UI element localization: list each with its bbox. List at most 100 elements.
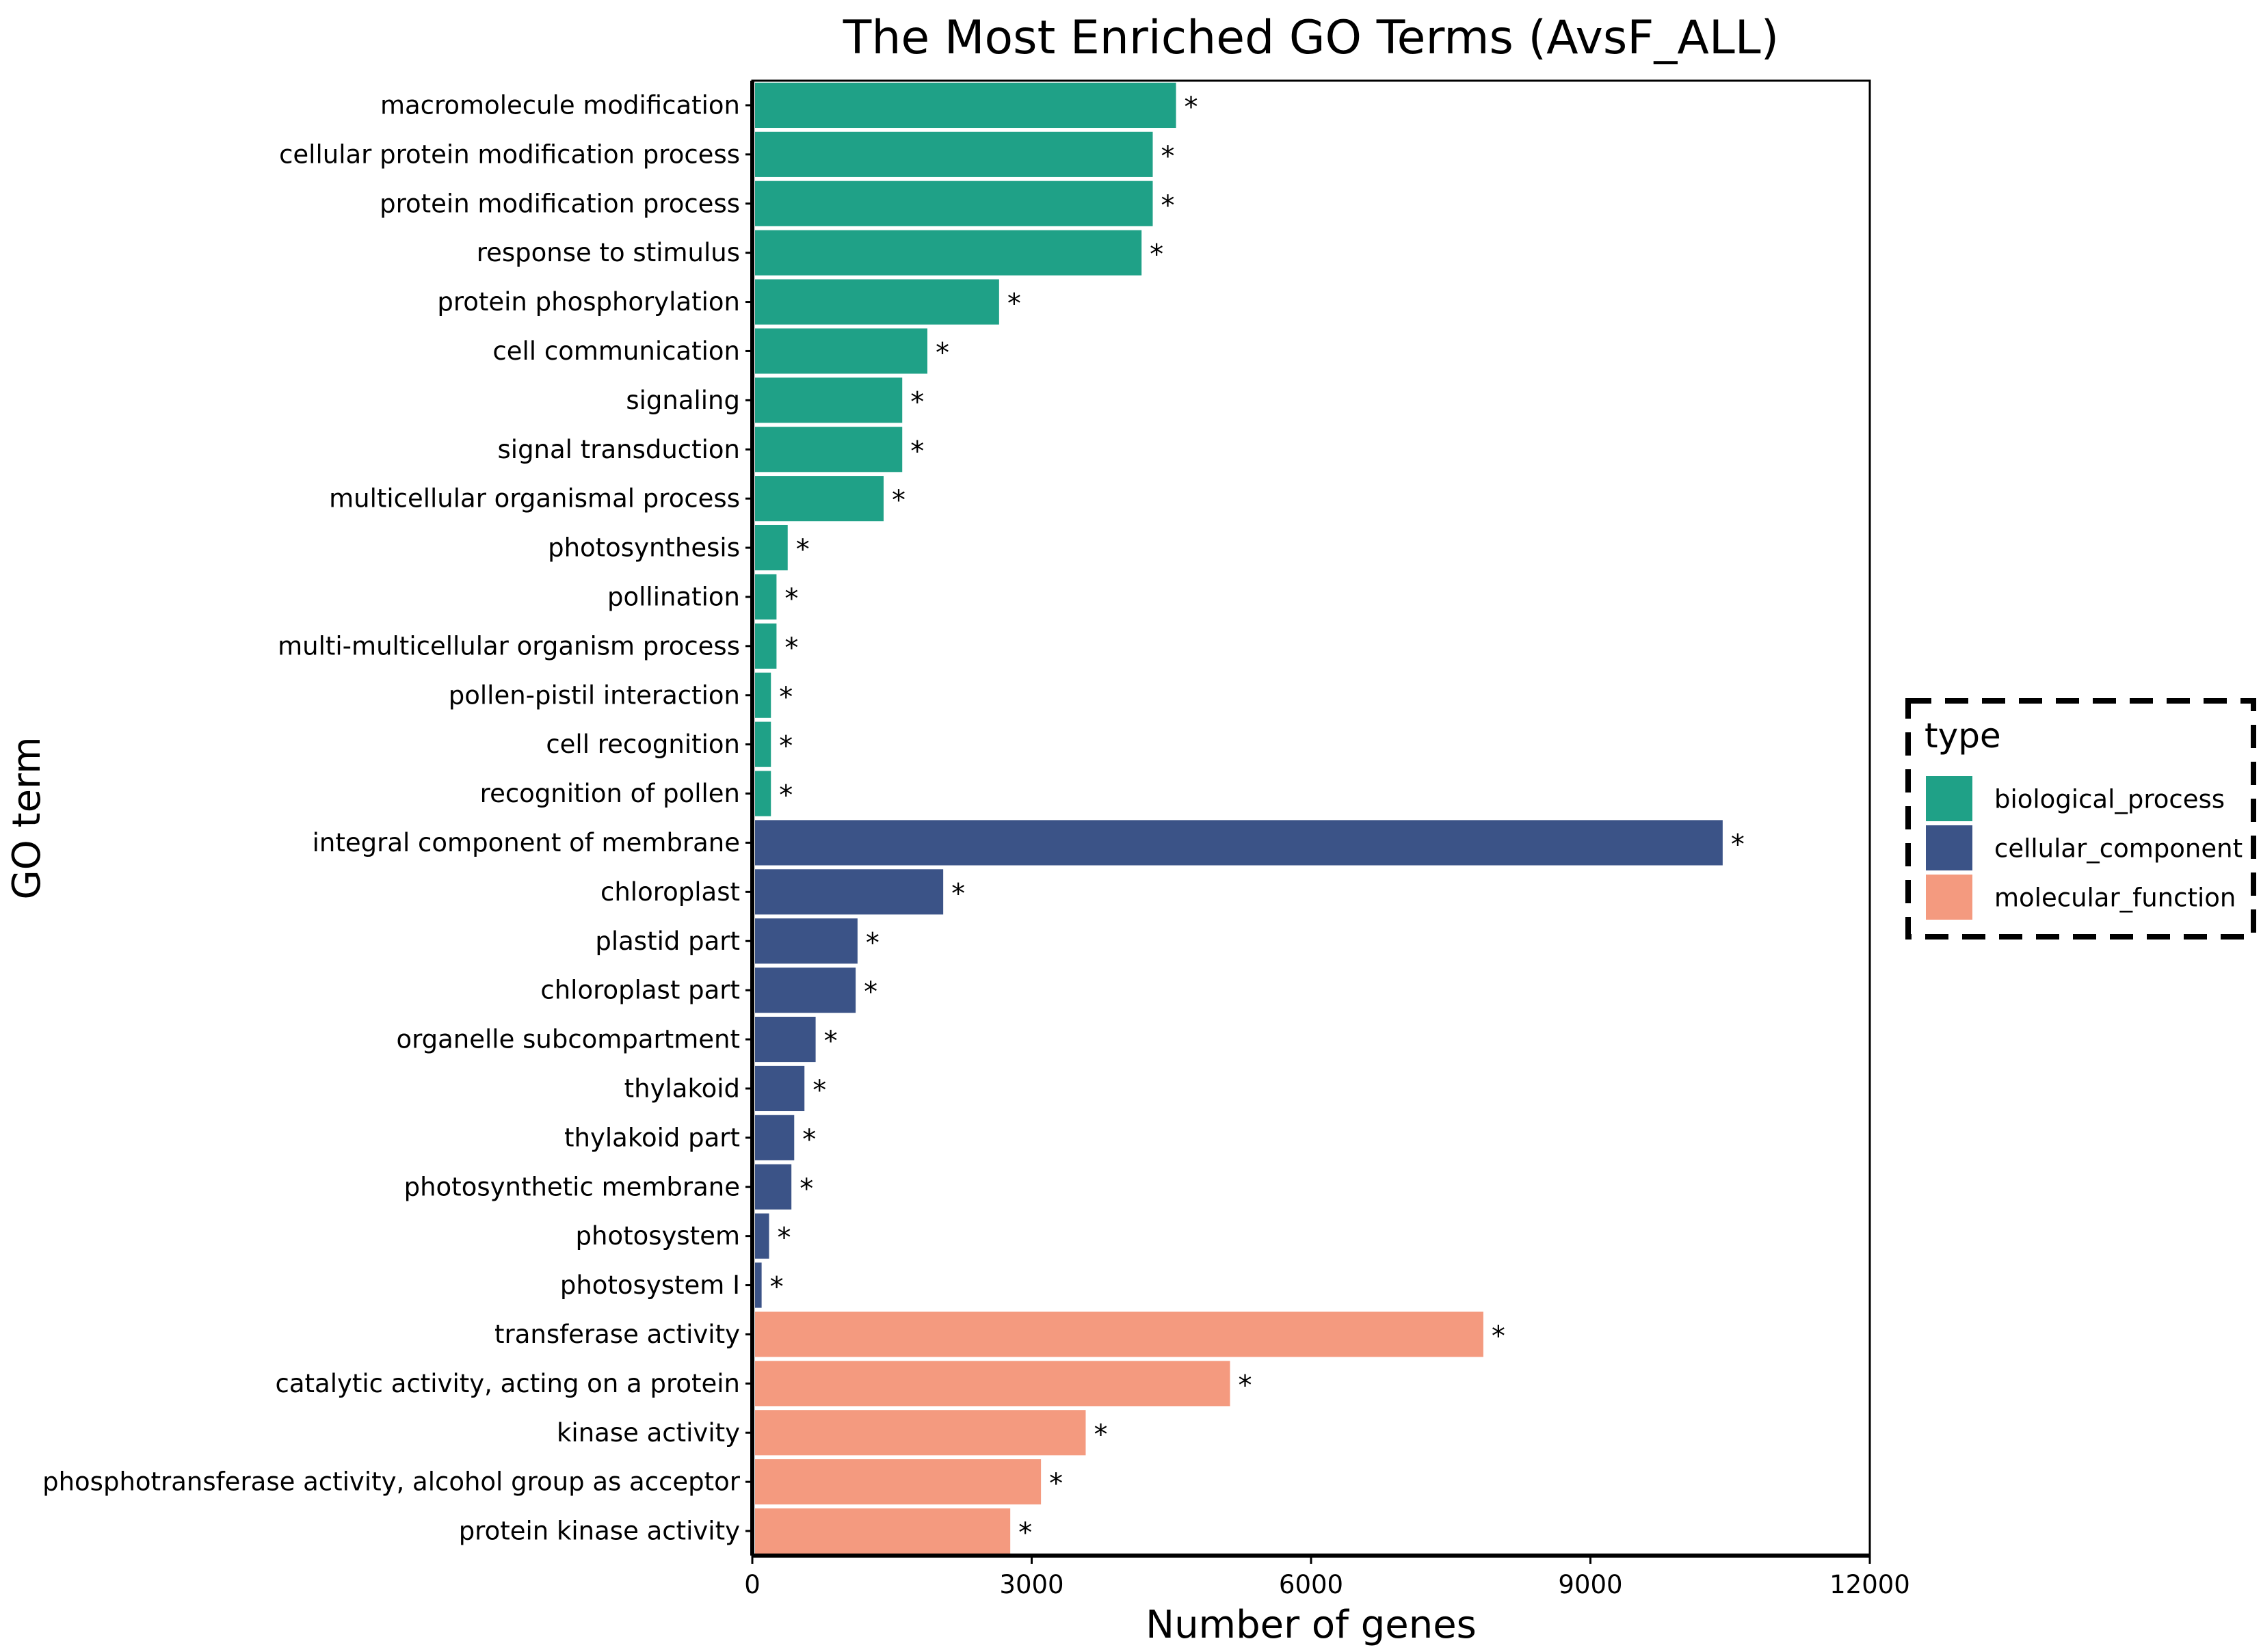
category-label: multicellular organismal process — [329, 484, 740, 514]
x-tick-label: 12000 — [1829, 1570, 1910, 1599]
category-label: response to stimulus — [477, 238, 740, 267]
significance-marker: * — [770, 1272, 784, 1303]
significance-marker: * — [1049, 1468, 1063, 1500]
significance-marker: * — [799, 1173, 813, 1205]
significance-marker: * — [1492, 1320, 1505, 1352]
significance-marker: * — [1239, 1370, 1252, 1401]
category-label: multi-multicellular organism process — [278, 631, 740, 661]
category-label: chloroplast part — [540, 976, 740, 1005]
significance-marker: * — [1731, 829, 1745, 860]
significance-marker: * — [936, 337, 949, 369]
bar — [755, 1508, 1011, 1554]
bar — [755, 524, 788, 571]
category-label: kinase activity — [557, 1418, 740, 1448]
significance-marker: * — [1161, 190, 1175, 222]
category-label: integral component of membrane — [313, 828, 740, 857]
significance-marker: * — [802, 1124, 816, 1156]
legend-label: cellular_component — [1994, 834, 2243, 864]
significance-marker: * — [779, 731, 793, 762]
category-label: photosystem I — [560, 1270, 740, 1300]
category-label: photosynthesis — [548, 533, 740, 563]
category-label: pollination — [607, 582, 740, 611]
significance-marker: * — [951, 878, 965, 909]
significance-marker: * — [812, 1075, 826, 1106]
bar — [755, 820, 1723, 866]
category-label: thylakoid — [624, 1074, 740, 1103]
legend-swatch — [1926, 776, 1972, 821]
significance-marker: * — [866, 927, 880, 959]
bar — [755, 1361, 1230, 1407]
y-axis-title: GO term — [5, 736, 49, 899]
category-label: thylakoid part — [564, 1123, 740, 1152]
x-tick-label: 0 — [744, 1570, 761, 1599]
significance-marker: * — [1007, 289, 1021, 320]
bar — [755, 427, 903, 472]
significance-marker: * — [824, 1026, 838, 1057]
bar — [755, 1213, 769, 1259]
bar — [755, 1115, 795, 1160]
bar — [755, 1410, 1086, 1456]
significance-marker: * — [892, 485, 905, 516]
chart-title: The Most Enriched GO Terms (AvsF_ALL) — [843, 11, 1779, 65]
bar — [755, 1262, 762, 1308]
x-tick-label: 6000 — [1279, 1570, 1343, 1599]
significance-marker: * — [796, 534, 810, 565]
significance-marker: * — [1185, 92, 1198, 123]
category-label: cell communication — [492, 336, 740, 366]
category-label: recognition of pollen — [480, 779, 740, 808]
legend-swatch — [1926, 875, 1972, 920]
category-label: plastid part — [595, 927, 740, 956]
bar — [755, 869, 944, 915]
bar — [755, 377, 903, 423]
category-label: cell recognition — [546, 730, 740, 759]
bar — [755, 1065, 805, 1112]
bar — [755, 131, 1153, 177]
legend: type biological_process cellular_component… — [1905, 698, 2256, 940]
bar — [755, 1016, 816, 1063]
significance-marker: * — [910, 436, 924, 467]
legend-label: biological_process — [1994, 785, 2225, 814]
category-label: signaling — [626, 386, 740, 415]
significance-marker: * — [784, 583, 798, 615]
category-label: photosynthetic membrane — [404, 1172, 740, 1201]
significance-marker: * — [1094, 1419, 1107, 1450]
category-label: signal transduction — [498, 435, 740, 464]
x-tick-label: 3000 — [999, 1570, 1063, 1599]
significance-marker: * — [1018, 1517, 1032, 1549]
bar — [755, 771, 771, 816]
bar — [755, 574, 777, 620]
category-label: photosystem — [576, 1221, 740, 1251]
bar — [755, 918, 858, 964]
bar — [755, 230, 1142, 276]
category-label: catalytic activity, acting on a protein — [276, 1369, 740, 1398]
significance-marker: * — [1150, 239, 1163, 271]
bar — [755, 1164, 792, 1210]
category-label: protein modification process — [380, 189, 740, 218]
bar — [755, 181, 1153, 226]
category-label: organelle subcompartment — [396, 1025, 740, 1054]
legend-title: type — [1925, 716, 2001, 756]
significance-marker: * — [778, 1223, 791, 1254]
category-label: protein kinase activity — [459, 1517, 740, 1546]
bar — [755, 968, 856, 1013]
category-label: transferase activity — [494, 1320, 740, 1349]
bar — [755, 1459, 1042, 1505]
significance-marker: * — [779, 780, 793, 812]
legend-swatch — [1926, 825, 1972, 870]
significance-marker: * — [864, 976, 877, 1008]
significance-marker: * — [779, 682, 793, 713]
significance-marker: * — [784, 632, 798, 664]
category-label: protein phosphorylation — [437, 287, 740, 317]
x-axis-title: Number of genes — [1146, 1603, 1477, 1647]
bar — [755, 328, 927, 374]
bar — [755, 279, 999, 325]
legend-label: molecular_function — [1994, 883, 2236, 913]
bar — [755, 672, 771, 718]
bar — [755, 82, 1176, 129]
bar — [755, 721, 771, 767]
category-label: phosphotransferase activity, alcohol gro… — [42, 1467, 741, 1497]
significance-marker: * — [910, 386, 924, 418]
bar — [755, 1311, 1483, 1357]
